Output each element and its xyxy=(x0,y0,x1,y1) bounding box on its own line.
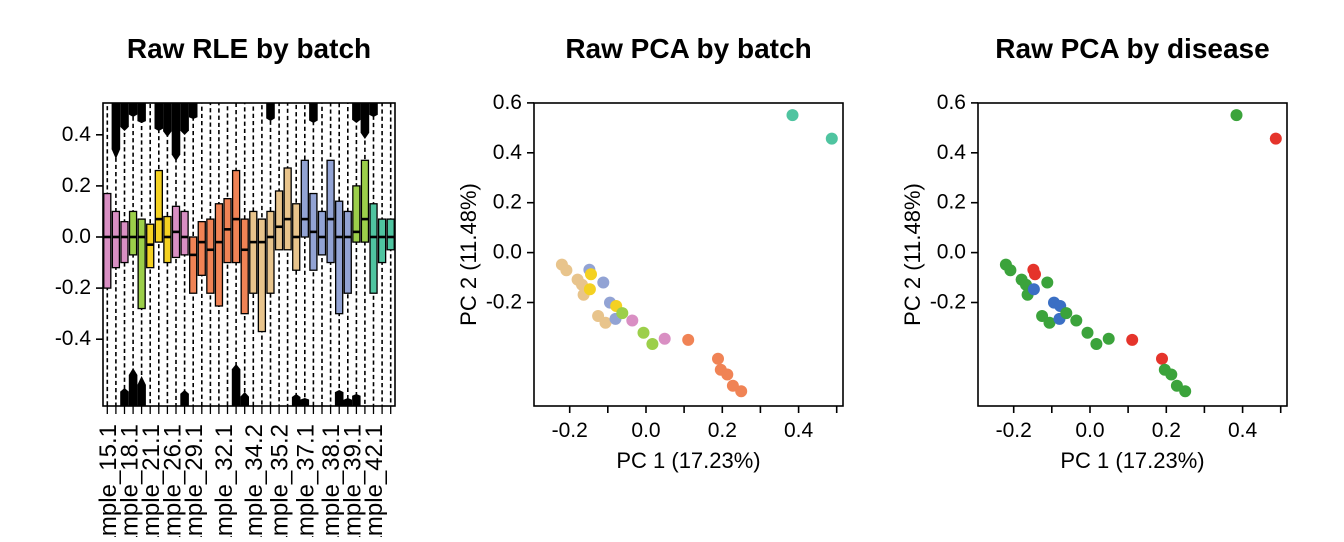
svg-text:Sample_34.2: Sample_34.2 xyxy=(241,424,268,537)
svg-text:0.4: 0.4 xyxy=(784,419,814,442)
svg-text:Sample_42.1: Sample_42.1 xyxy=(361,424,388,537)
svg-text:0.0: 0.0 xyxy=(493,241,522,264)
svg-text:PC 1 (17.23%): PC 1 (17.23%) xyxy=(616,448,760,473)
svg-text:Sample_35.2: Sample_35.2 xyxy=(267,424,294,537)
svg-text:PC 2 (11.48%): PC 2 (11.48%) xyxy=(456,183,481,326)
svg-text:0.4: 0.4 xyxy=(937,141,967,164)
svg-text:PC 2 (11.48%): PC 2 (11.48%) xyxy=(900,183,925,326)
svg-text:Sample_37.1: Sample_37.1 xyxy=(292,424,319,537)
svg-text:-0.2: -0.2 xyxy=(552,419,588,442)
svg-text:PC 1 (17.23%): PC 1 (17.23%) xyxy=(1060,448,1204,473)
svg-text:-0.2: -0.2 xyxy=(930,291,966,314)
svg-text:-0.4: -0.4 xyxy=(55,327,92,350)
svg-text:0.6: 0.6 xyxy=(493,91,522,114)
svg-text:0.6: 0.6 xyxy=(937,91,966,114)
svg-text:0.2: 0.2 xyxy=(708,419,737,442)
svg-text:0.0: 0.0 xyxy=(62,225,91,248)
svg-text:Raw PCA by batch: Raw PCA by batch xyxy=(565,33,811,64)
svg-text:0.0: 0.0 xyxy=(1075,419,1104,442)
svg-text:0.2: 0.2 xyxy=(937,191,966,214)
svg-text:0.0: 0.0 xyxy=(937,241,966,264)
svg-text:0.4: 0.4 xyxy=(62,123,92,146)
svg-text:Sample_29.1: Sample_29.1 xyxy=(181,424,208,537)
svg-text:0.0: 0.0 xyxy=(631,419,660,442)
svg-text:Sample_32.1: Sample_32.1 xyxy=(211,424,238,537)
svg-text:-0.2: -0.2 xyxy=(996,419,1032,442)
svg-text:0.2: 0.2 xyxy=(1152,419,1181,442)
svg-text:0.2: 0.2 xyxy=(62,174,91,197)
svg-text:Raw RLE by batch: Raw RLE by batch xyxy=(127,33,371,64)
svg-text:Raw PCA by disease: Raw PCA by disease xyxy=(995,33,1269,64)
svg-text:-0.2: -0.2 xyxy=(486,291,522,314)
svg-text:0.2: 0.2 xyxy=(493,191,522,214)
svg-text:0.4: 0.4 xyxy=(1228,419,1258,442)
svg-text:-0.2: -0.2 xyxy=(55,276,91,299)
svg-text:0.4: 0.4 xyxy=(493,141,523,164)
